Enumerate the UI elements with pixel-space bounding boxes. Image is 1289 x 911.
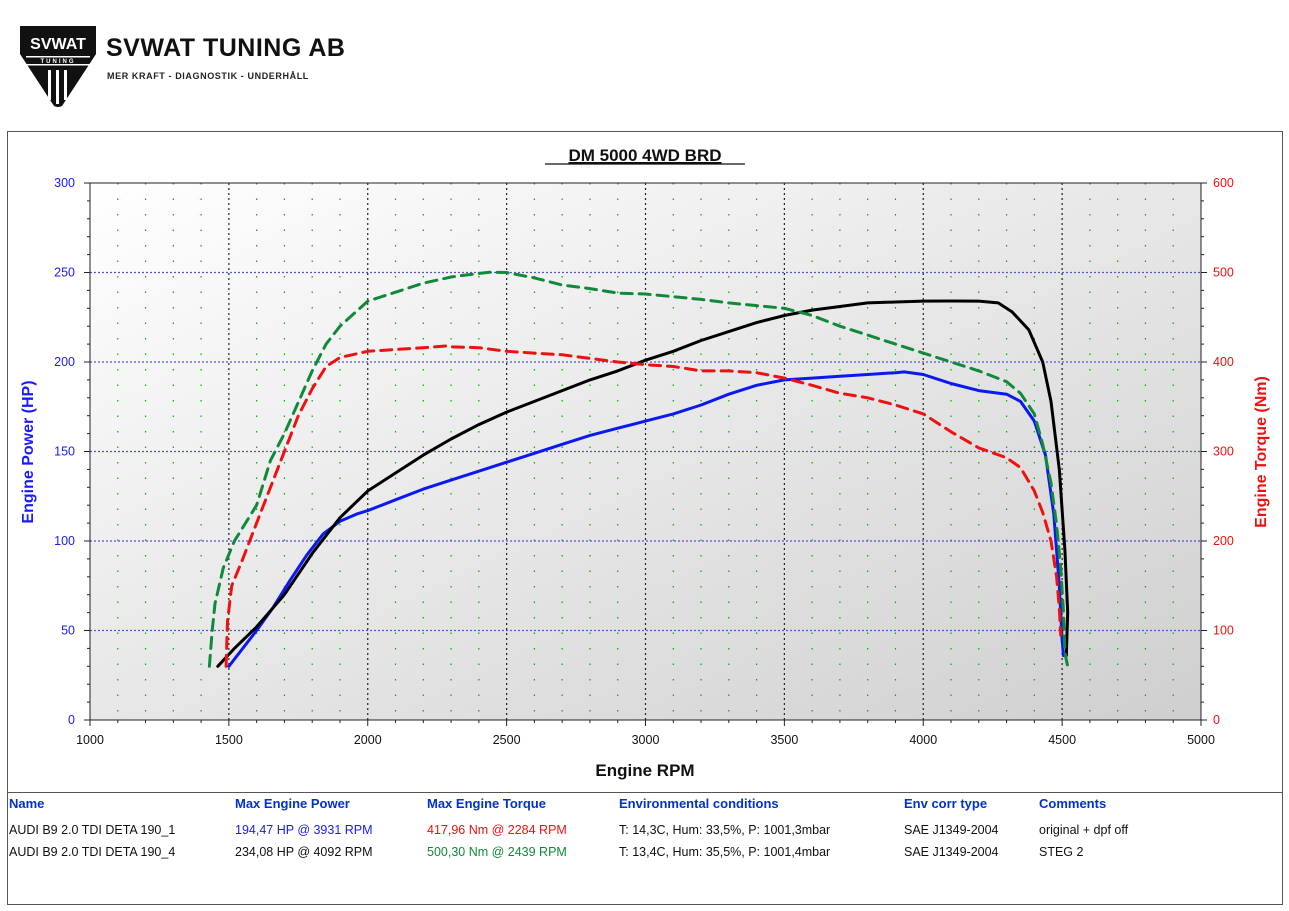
row-max-torque: 500,30 Nm @ 2439 RPM <box>427 845 567 859</box>
y-left-tick-label: 0 <box>68 713 75 727</box>
y-axis-left-label: Engine Power (HP) <box>20 380 37 523</box>
results-table: Name Max Engine Power Max Engine Torque … <box>7 792 1283 905</box>
row-comment: original + dpf off <box>1039 823 1129 837</box>
series-line-torque-run1 <box>224 344 1063 668</box>
y-left-tick-label: 100 <box>54 534 75 548</box>
series-line-torque-run4 <box>207 270 1070 668</box>
row-name: AUDI B9 2.0 TDI DETA 190_4 <box>9 845 176 859</box>
y-left-tick-label: 200 <box>54 355 75 369</box>
logo-text-bottom: TUNING <box>41 59 76 65</box>
row-env-conditions: T: 13,4C, Hum: 35,5%, P: 1001,4mbar <box>619 845 831 859</box>
x-tick-label: 3000 <box>632 733 660 747</box>
y-right-tick-label: 600 <box>1213 176 1234 190</box>
col-header-name: Name <box>9 796 45 811</box>
row-max-power: 194,47 HP @ 3931 RPM <box>235 823 373 837</box>
y-right-tick-label: 500 <box>1213 266 1234 280</box>
brand-name: SVWAT TUNING AB <box>106 34 346 62</box>
col-header-comments: Comments <box>1039 796 1107 811</box>
x-tick-label: 1000 <box>76 733 104 747</box>
y-left-tick-label: 150 <box>54 445 75 459</box>
x-tick-label: 1500 <box>215 733 243 747</box>
y-right-tick-label: 200 <box>1213 534 1234 548</box>
row-env-corr: SAE J1349-2004 <box>904 845 999 859</box>
table-divider <box>7 792 1283 793</box>
col-header-env-conditions: Environmental conditions <box>619 796 779 811</box>
col-header-max-torque: Max Engine Torque <box>427 796 546 811</box>
y-left-tick-label: 300 <box>54 176 75 190</box>
x-tick-label: 5000 <box>1187 733 1215 747</box>
y-right-tick-label: 400 <box>1213 355 1234 369</box>
logo-text-top: SVWAT <box>30 36 86 53</box>
col-header-env-corr: Env corr type <box>904 796 988 811</box>
chart-title: DM 5000 4WD BRD <box>568 146 721 165</box>
y-right-tick-label: 300 <box>1213 445 1234 459</box>
x-tick-label: 2000 <box>354 733 382 747</box>
y-left-tick-label: 50 <box>61 624 75 638</box>
x-tick-label: 2500 <box>493 733 521 747</box>
y-axis-right-label: Engine Torque (Nm) <box>1253 376 1270 528</box>
brand-tagline: MER KRAFT - DIAGNOSTIK - UNDERHÅLL <box>107 71 309 81</box>
x-tick-label: 4000 <box>909 733 937 747</box>
row-env-corr: SAE J1349-2004 <box>904 823 999 837</box>
x-tick-label: 3500 <box>770 733 798 747</box>
series-line-power-run4 <box>216 299 1070 668</box>
row-name: AUDI B9 2.0 TDI DETA 190_1 <box>9 823 176 837</box>
row-max-power: 234,08 HP @ 4092 RPM <box>235 845 373 859</box>
brand-logo: SVWAT TUNING <box>20 26 96 107</box>
x-axis-label: Engine RPM <box>595 761 694 780</box>
brand-header: SVWAT TUNING SVWAT TUNING AB MER KRAFT -… <box>0 0 370 118</box>
row-comment: STEG 2 <box>1039 845 1084 859</box>
y-right-tick-label: 0 <box>1213 713 1220 727</box>
y-right-tick-label: 100 <box>1213 624 1234 638</box>
col-header-max-power: Max Engine Power <box>235 796 350 811</box>
row-max-torque: 417,96 Nm @ 2284 RPM <box>427 823 567 837</box>
y-left-tick-label: 250 <box>54 266 75 280</box>
x-tick-label: 4500 <box>1048 733 1076 747</box>
row-env-conditions: T: 14,3C, Hum: 33,5%, P: 1001,3mbar <box>619 823 831 837</box>
